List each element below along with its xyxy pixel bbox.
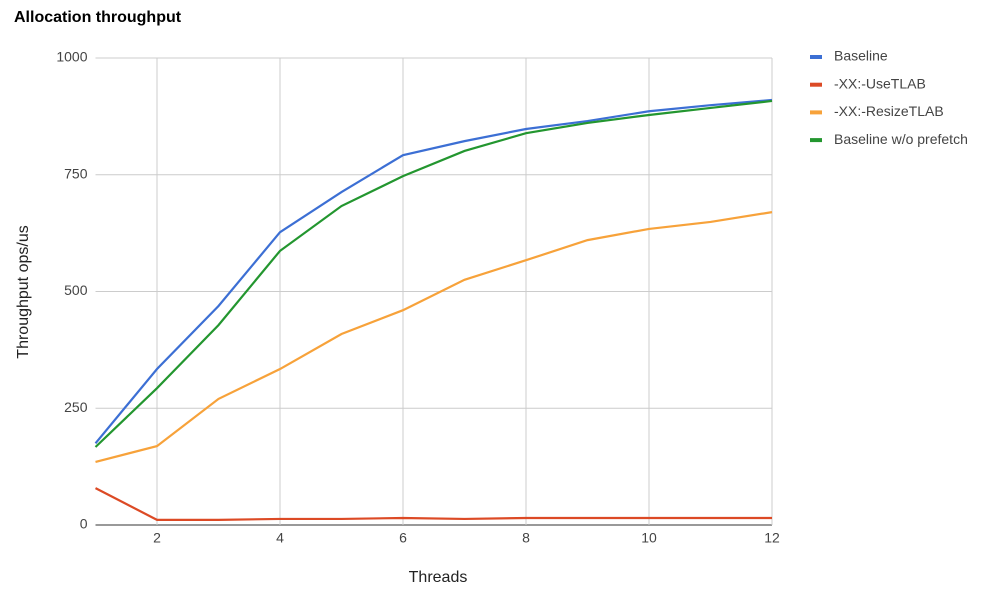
y-tick-label: 0 (80, 516, 88, 532)
line-series (94, 487, 772, 521)
x-tick-label: 6 (399, 530, 407, 546)
line-series (95, 211, 773, 464)
x-tick-label: 8 (522, 530, 530, 546)
line-series (94, 98, 773, 444)
y-axis-label: Throughput ops/us (15, 225, 32, 358)
y-tick-label: 750 (64, 165, 88, 181)
x-tick-label: 2 (153, 530, 161, 546)
x-tick-label: 12 (764, 530, 780, 546)
y-tick-label: 250 (64, 399, 88, 415)
legend-label: -XX:-ResizeTLAB (834, 103, 944, 119)
y-tick-label: 500 (64, 282, 88, 298)
x-axis-label: Threads (409, 569, 468, 586)
legend-label: -XX:-UseTLAB (834, 75, 926, 91)
y-tick-label: 1000 (56, 49, 87, 65)
x-tick-label: 4 (276, 530, 284, 546)
chart-title: Allocation throughput (14, 9, 182, 26)
legend-label: Baseline (834, 48, 888, 64)
legend-label: Baseline w/o prefetch (834, 131, 968, 147)
line-series (94, 99, 773, 448)
x-tick-label: 10 (641, 530, 657, 546)
